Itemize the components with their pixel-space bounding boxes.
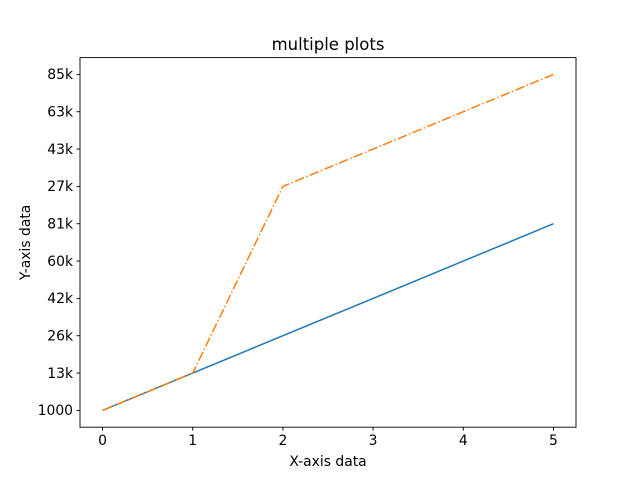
ticks-group: 0 1 2 3 4 5 1000 13k 26k 42k 60k 81k 27k 43k 63k 85k xyxy=(38,67,558,449)
x-tick-label: 5 xyxy=(549,433,558,449)
y-tick-label: 63k xyxy=(47,105,73,121)
y-tick-label: 42k xyxy=(47,291,73,307)
series-line-2 xyxy=(102,73,554,412)
y-tick-label: 13k xyxy=(47,366,73,382)
axes-frame xyxy=(79,57,577,428)
y-tick-label: 81k xyxy=(47,217,73,233)
y-tick-label: 43k xyxy=(47,142,73,158)
y-tick-label: 60k xyxy=(47,254,73,270)
x-tick-label: 2 xyxy=(278,433,287,449)
x-tick-label: 3 xyxy=(369,433,378,449)
y-tick-label: 1000 xyxy=(38,403,73,419)
x-tick-label: 1 xyxy=(188,433,197,449)
x-tick-label: 4 xyxy=(459,433,468,449)
y-tick-label: 85k xyxy=(47,67,73,83)
y-axis-label: Y-axis data xyxy=(18,205,34,281)
x-axis-label: X-axis data xyxy=(289,454,366,470)
y-tick-label: 27k xyxy=(47,179,73,195)
series-line-1 xyxy=(102,223,554,412)
chart-title: multiple plots xyxy=(272,35,385,54)
x-tick-label: 0 xyxy=(98,433,107,449)
y-tick-label: 26k xyxy=(47,329,73,345)
series-group xyxy=(102,73,554,412)
